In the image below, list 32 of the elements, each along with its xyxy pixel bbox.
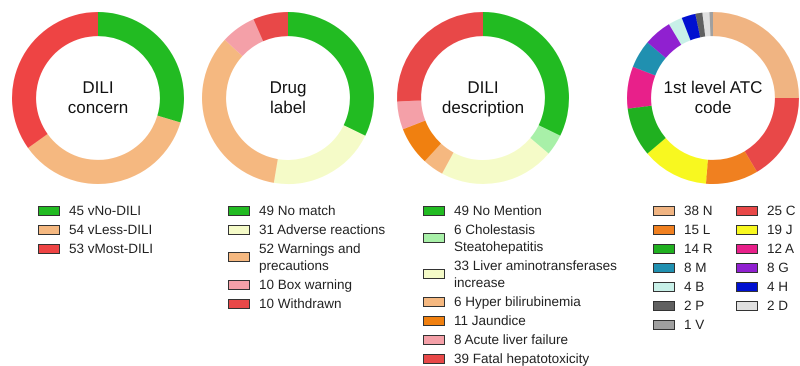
legend-label: 25 C <box>767 202 796 219</box>
legend-label: 6 Hyper bilirubinemia <box>454 293 581 310</box>
legend-label: 8 G <box>767 259 789 276</box>
legend-label: 19 J <box>767 221 793 238</box>
legend-label: 38 N <box>684 202 713 219</box>
legend-label: 53 vMost-DILI <box>69 240 154 257</box>
text: 1st level ATC code <box>663 78 763 118</box>
legend-label: 12 A <box>767 240 794 257</box>
legend-label: 2 P <box>684 297 704 314</box>
legend-label: 6 Cholestasis Steatohepatitis <box>454 221 544 255</box>
legend-label: 10 Withdrawn <box>259 295 342 312</box>
legend-label: 10 Box warning <box>259 276 352 293</box>
legend-label: 15 L <box>684 221 710 238</box>
text: DILI description <box>440 78 526 118</box>
legend-label: 54 vLess-DILI <box>69 221 152 238</box>
legend-label: 49 No Mention <box>454 202 542 219</box>
text: DILI concern <box>66 78 130 118</box>
legend-label: 2 D <box>767 297 788 314</box>
legend-label: 52 Warnings and precautions <box>259 240 362 274</box>
legend-label: 39 Fatal hepatotoxicity <box>454 350 590 366</box>
legend-label: 4 H <box>767 278 788 295</box>
legend-label: 14 R <box>684 240 713 257</box>
text: Drug label <box>268 78 308 118</box>
legend-label: 4 B <box>684 278 704 295</box>
legend-label: 8 Acute liver failure <box>454 331 568 348</box>
legend-label: 49 No match <box>259 202 336 219</box>
legend-label: 11 Jaundice <box>454 312 526 329</box>
legend-label: 33 Liver aminotransferases increase <box>454 257 618 291</box>
legend-label: 1 V <box>684 316 704 333</box>
legend-label: 8 M <box>684 259 707 276</box>
legend-label: 31 Adverse reactions <box>259 221 386 238</box>
legend-label: 45 vNo-DILI <box>69 202 142 219</box>
